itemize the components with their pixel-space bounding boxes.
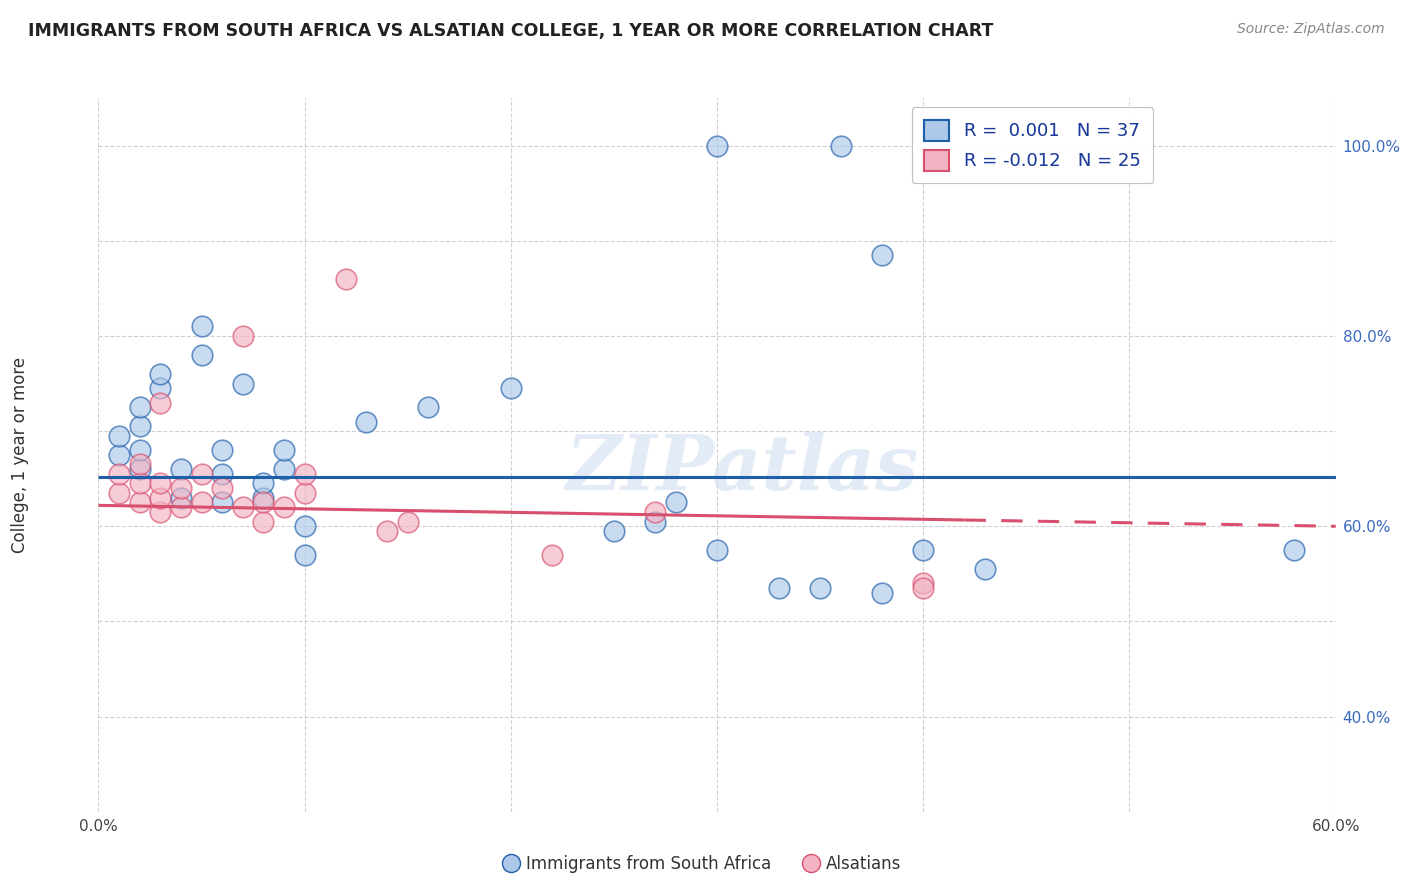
Point [870, 586, 893, 600]
Point [170, 462, 193, 476]
Point [190, 495, 212, 509]
Point [294, 548, 316, 562]
Point [273, 443, 295, 458]
Point [190, 467, 212, 481]
Point [149, 367, 172, 381]
Y-axis label: College, 1 year or more: College, 1 year or more [11, 357, 30, 553]
Point [541, 548, 564, 562]
Point [603, 524, 626, 538]
Point [211, 495, 233, 509]
Point [128, 458, 150, 472]
Point [232, 376, 254, 391]
Point [232, 500, 254, 515]
Point [912, 581, 935, 595]
Point [1284, 543, 1306, 558]
Point [128, 443, 150, 458]
Point [830, 138, 852, 153]
Point [149, 505, 172, 519]
Point [974, 562, 997, 576]
Point [706, 138, 728, 153]
Point [252, 515, 274, 529]
Point [418, 401, 440, 415]
Point [232, 329, 254, 343]
Point [108, 429, 131, 443]
Point [644, 515, 666, 529]
Point [190, 348, 212, 362]
Legend: R =  0.001   N = 37, R = -0.012   N = 25: R = 0.001 N = 37, R = -0.012 N = 25 [911, 107, 1153, 183]
Point [273, 500, 295, 515]
Point [912, 576, 935, 591]
Point [870, 248, 893, 262]
Point [273, 462, 295, 476]
Text: ZIPatlas: ZIPatlas [565, 433, 918, 506]
Point [252, 495, 274, 509]
Point [252, 491, 274, 505]
Point [335, 272, 357, 286]
Point [768, 581, 790, 595]
Point [149, 381, 172, 395]
Point [252, 476, 274, 491]
Point [170, 500, 193, 515]
Point [128, 419, 150, 434]
Point [149, 491, 172, 505]
Point [211, 481, 233, 495]
Legend: Immigrants from South Africa, Alsatians: Immigrants from South Africa, Alsatians [498, 848, 908, 880]
Point [108, 448, 131, 462]
Text: IMMIGRANTS FROM SOUTH AFRICA VS ALSATIAN COLLEGE, 1 YEAR OR MORE CORRELATION CHA: IMMIGRANTS FROM SOUTH AFRICA VS ALSATIAN… [28, 22, 994, 40]
Point [706, 543, 728, 558]
Point [808, 581, 831, 595]
Point [396, 515, 419, 529]
Text: Source: ZipAtlas.com: Source: ZipAtlas.com [1237, 22, 1385, 37]
Point [128, 476, 150, 491]
Point [644, 505, 666, 519]
Point [128, 462, 150, 476]
Point [665, 495, 688, 509]
Point [375, 524, 398, 538]
Point [294, 519, 316, 533]
Point [211, 443, 233, 458]
Point [499, 381, 522, 395]
Point [211, 467, 233, 481]
Point [128, 401, 150, 415]
Point [294, 486, 316, 500]
Point [912, 543, 935, 558]
Point [190, 319, 212, 334]
Point [294, 467, 316, 481]
Point [356, 415, 378, 429]
Point [149, 476, 172, 491]
Point [170, 491, 193, 505]
Point [108, 467, 131, 481]
Point [108, 486, 131, 500]
Point [170, 481, 193, 495]
Point [128, 495, 150, 509]
Point [149, 395, 172, 409]
